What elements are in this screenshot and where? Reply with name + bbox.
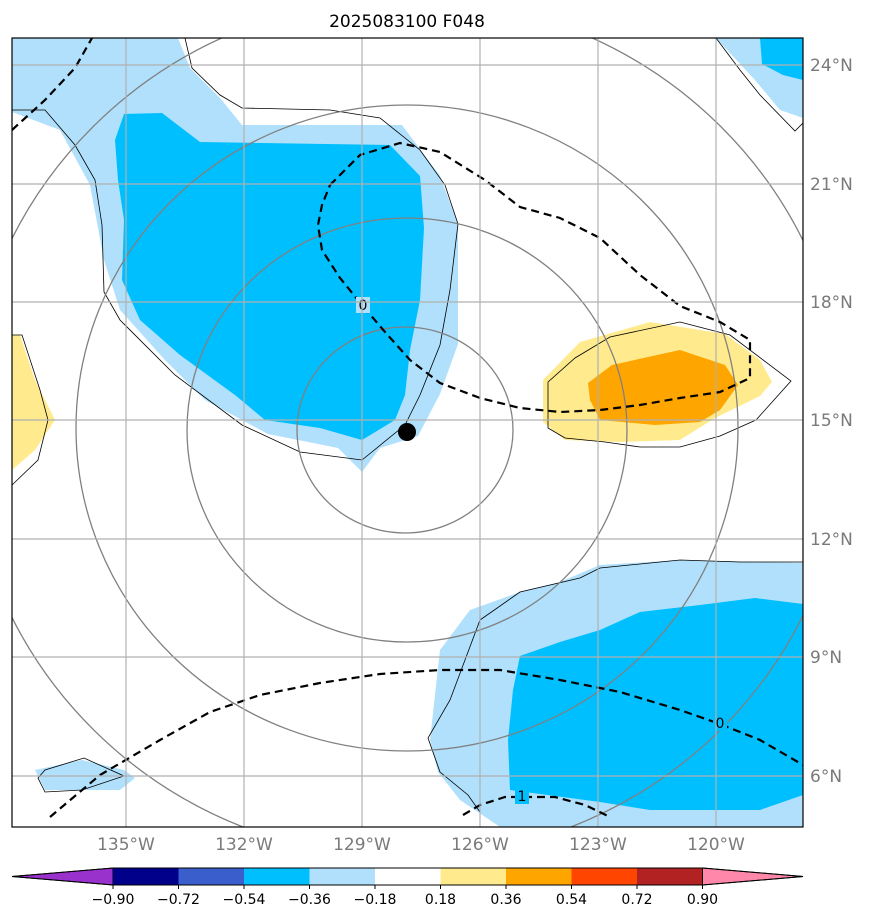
colorbar-segment — [440, 868, 507, 885]
colorbar-tick-label: 0.54 — [556, 892, 587, 908]
colorbar-tick-label: −0.36 — [288, 892, 331, 908]
colorbar-tick-label: 0.18 — [425, 892, 456, 908]
colorbar-segment — [637, 868, 703, 885]
lat-label: 6°N — [810, 767, 842, 787]
lat-label: 24°N — [810, 56, 853, 76]
map-area: 0 0 1 — [12, 38, 803, 827]
colorbar-segment — [178, 868, 245, 885]
colorbar-segment — [571, 868, 638, 885]
lon-label: 132°W — [215, 835, 273, 855]
dashed-contours — [12, 38, 803, 818]
graticule — [12, 38, 803, 827]
colorbar-segment — [309, 868, 376, 885]
colorbar-tick-label: 0.90 — [687, 892, 718, 908]
colorbar-tick-label: −0.54 — [223, 892, 266, 908]
negative-shading-mid — [115, 38, 803, 810]
map-title: 2025083100 F048 — [329, 12, 485, 32]
colorbar-segment — [375, 868, 441, 885]
colorbar-tick-label: 0.36 — [490, 892, 521, 908]
storm-center-marker — [398, 423, 416, 441]
lon-label: 135°W — [97, 835, 155, 855]
longitude-labels: 135°W 132°W 129°W 126°W 123°W 120°W — [97, 835, 745, 855]
colorbar: −0.90 −0.72 −0.54 −0.36 −0.18 0.18 0.36 0.54 0.7… — [11, 867, 804, 908]
lat-label: 15°N — [810, 411, 853, 431]
lon-label: 123°W — [569, 835, 627, 855]
contour-label-zero-north: 0 — [359, 298, 368, 314]
contour-label-zero-south: 0 — [716, 716, 725, 732]
latitude-labels: 24°N 21°N 18°N 15°N 12°N 9°N 6°N — [810, 56, 853, 787]
colorbar-tick-label: −0.18 — [354, 892, 397, 908]
colorbar-segment — [244, 868, 310, 885]
colorbar-extend-min — [11, 867, 114, 886]
lat-label: 9°N — [810, 648, 842, 668]
colorbar-tick-label: −0.72 — [157, 892, 200, 908]
colorbar-tick-label: 0.72 — [621, 892, 652, 908]
colorbar-extend-max — [702, 867, 804, 886]
map-frame — [11, 37, 804, 828]
lon-label: 126°W — [451, 835, 509, 855]
lat-label: 21°N — [810, 175, 853, 195]
colorbar-tick-label: −0.90 — [92, 892, 135, 908]
lon-label: 120°W — [687, 835, 745, 855]
colorbar-segment — [506, 868, 572, 885]
lat-label: 18°N — [810, 293, 853, 313]
colorbar-segment — [113, 868, 179, 885]
lon-label: 129°W — [333, 835, 391, 855]
contour-label-one: 1 — [518, 789, 527, 805]
lat-label: 12°N — [810, 530, 853, 550]
range-rings — [12, 38, 803, 827]
